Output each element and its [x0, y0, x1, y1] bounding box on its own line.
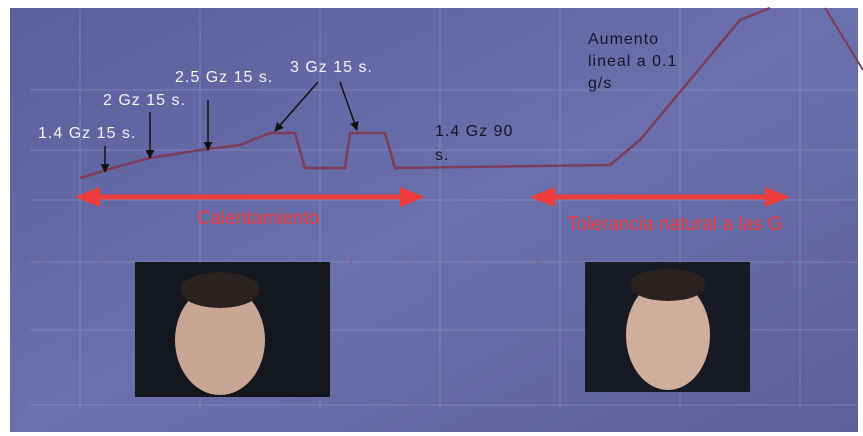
annotation: 3 Gz 15 s. [290, 59, 373, 76]
annotation: 2 Gz 15 s. [103, 92, 186, 109]
annotation: Aumento [588, 31, 659, 48]
annotation: lineal a 0.1 [588, 53, 677, 70]
photo [585, 262, 750, 392]
annotation: 1.4 Gz 90 [435, 123, 513, 140]
annotation: s. [435, 147, 449, 164]
screen-photo: 1.4 Gz 15 s. 2 Gz 15 s. 2.5 Gz 15 s. 3 G… [0, 0, 863, 436]
phase-label: Calentamiento [197, 208, 320, 229]
photo [135, 262, 330, 397]
annotation: g/s [588, 75, 612, 92]
annotation: 2.5 Gz 15 s. [175, 69, 273, 86]
annotation: 1.4 Gz 15 s. [38, 125, 136, 142]
phase-label: Tolerancia natural a las G [567, 214, 782, 235]
